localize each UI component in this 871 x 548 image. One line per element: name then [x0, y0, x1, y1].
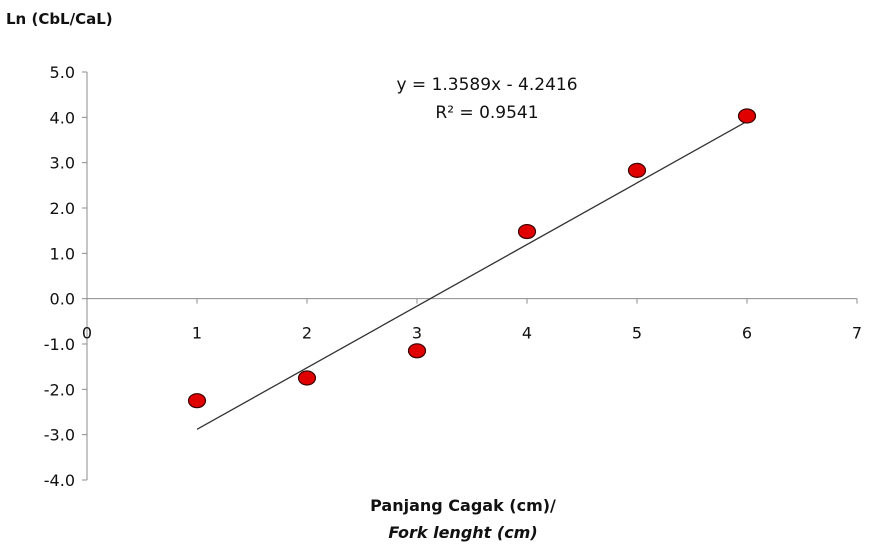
y-tick-label: 1.0 [50, 244, 75, 263]
y-tick-label: 0.0 [50, 290, 75, 309]
y-tick-label: -1.0 [44, 335, 75, 354]
y-tick-label: 4.0 [50, 108, 75, 127]
x-tick-label: 7 [852, 324, 862, 343]
data-point [517, 223, 537, 240]
data-point [297, 370, 317, 386]
x-tick-label: 3 [412, 324, 422, 343]
x-axis-label-line2: Fork lenght (cm) [388, 523, 538, 542]
y-axis-label: Ln (CbL/CaL) [6, 10, 113, 28]
x-tick-label: 2 [302, 324, 312, 343]
y-tick-label: 5.0 [50, 63, 75, 82]
trendline-equation: y = 1.3589x - 4.2416 [396, 75, 577, 95]
y-tick-label: 2.0 [50, 199, 75, 218]
x-tick-label: 5 [632, 324, 642, 343]
r-squared-label: R² = 0.9541 [435, 103, 538, 123]
data-point [737, 108, 757, 124]
y-tick-label: -3.0 [44, 426, 75, 445]
x-tick-label: 1 [192, 324, 202, 343]
data-point [627, 162, 647, 178]
y-tick-label: -4.0 [44, 471, 75, 490]
y-tick-label: 3.0 [50, 154, 75, 173]
data-point [187, 393, 207, 409]
trendline [196, 120, 748, 430]
x-tick-label: 4 [522, 324, 532, 343]
x-axis-label-line1: Panjang Cagak (cm)/ [370, 496, 556, 515]
x-tick-label: 0 [82, 324, 92, 343]
data-point [407, 343, 427, 359]
x-tick-label: 6 [742, 324, 752, 343]
y-tick-label: -2.0 [44, 380, 75, 399]
